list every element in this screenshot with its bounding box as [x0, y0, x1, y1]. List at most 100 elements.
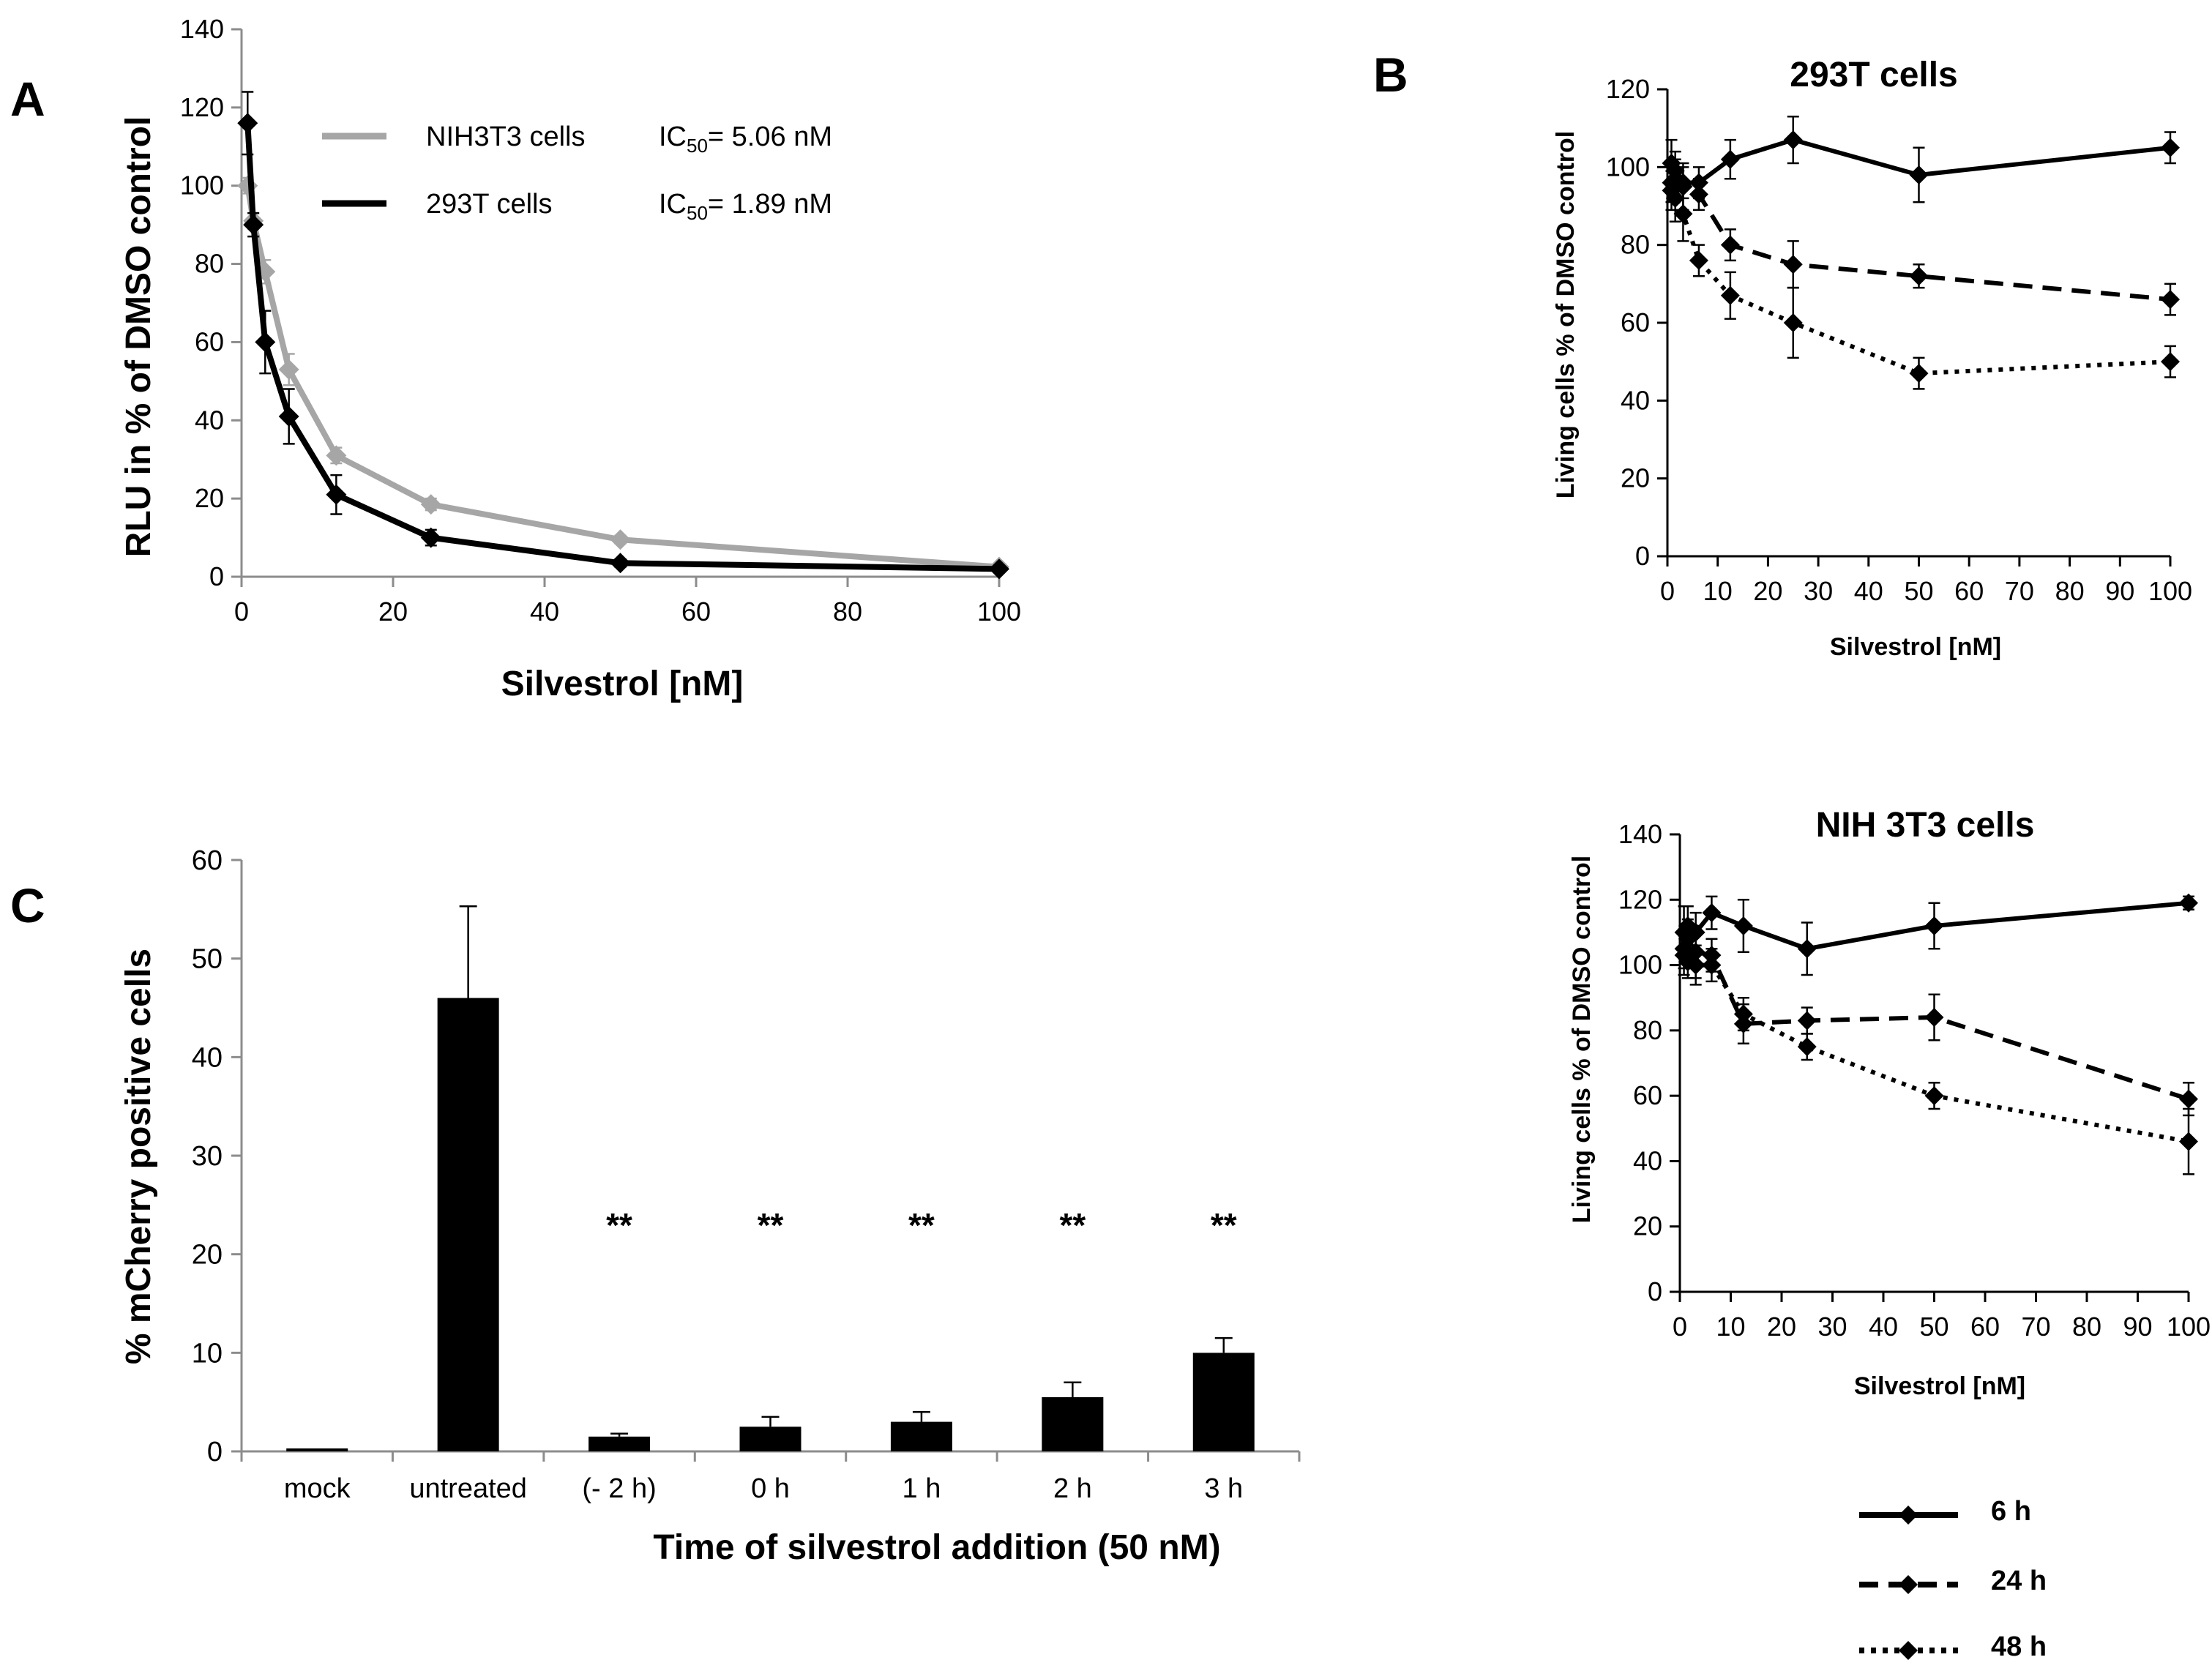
- x-category-label: untreated: [409, 1473, 527, 1504]
- data-point: [326, 445, 347, 466]
- data-point: [1733, 1004, 1753, 1024]
- legend-marker-24h: [1899, 1575, 1918, 1594]
- x-tick-label: 20: [1753, 576, 1782, 606]
- panel-c-y-axis-title: % mCherry positive cells: [119, 949, 158, 1364]
- data-point: [1797, 1011, 1817, 1031]
- data-point: [989, 558, 1009, 580]
- bar-2: [589, 1436, 651, 1451]
- panel-b-293t-y-axis-title: Living cells % of DMSO control: [1552, 131, 1580, 499]
- data-point: [237, 113, 258, 134]
- x-tick-label: 60: [1954, 576, 1984, 606]
- chart-panel-b-293t: 0 20 40 60 80 100 120 0 10 20 30 40 50 60 70 80 90 100 29…: [1552, 56, 2192, 661]
- data-point: [2179, 1132, 2198, 1151]
- x-tick-label: 80: [833, 597, 862, 627]
- data-point: [1702, 903, 1722, 923]
- y-tick-label: 0: [1648, 1276, 1662, 1306]
- x-category-label: (- 2 h): [582, 1473, 656, 1504]
- panel-b-293t-title: 293T cells: [1790, 56, 1958, 94]
- significance-marker: **: [908, 1206, 935, 1244]
- y-tick-label: 20: [1621, 463, 1650, 493]
- data-point: [1909, 165, 1929, 184]
- y-tick-label: 80: [195, 249, 224, 279]
- y-tick-label: 60: [195, 326, 224, 356]
- data-point: [1686, 955, 1705, 975]
- data-point: [610, 553, 631, 574]
- x-tick-label: 60: [681, 597, 711, 627]
- y-tick-label: 0: [1635, 541, 1650, 571]
- y-tick-label: 120: [1618, 884, 1662, 914]
- bar-1: [437, 998, 499, 1451]
- x-tick-label: 100: [977, 597, 1021, 627]
- data-point: [1720, 285, 1740, 305]
- series-line-2: [1681, 954, 2189, 1144]
- x-tick-label: 20: [1767, 1312, 1796, 1342]
- x-tick-label: 40: [530, 597, 559, 627]
- x-tick-label: 70: [2021, 1312, 2050, 1342]
- panel-a-y-axis-title: RLU in % of DMSO control: [119, 116, 158, 558]
- data-point: [420, 494, 441, 515]
- y-tick-label: 140: [180, 14, 224, 44]
- data-point: [1924, 916, 1944, 935]
- data-point: [1909, 266, 1929, 286]
- x-tick-label: 40: [1869, 1312, 1898, 1342]
- x-category-label: 2 h: [1053, 1473, 1092, 1504]
- x-tick-label: 100: [2167, 1312, 2211, 1342]
- panel-a-legend: NIH3T3 cells IC50= 5.06 nM 293T cells IC…: [322, 121, 832, 224]
- panel-b-nih3t3-x-axis-title: Silvestrol [nM]: [1854, 1372, 2025, 1400]
- data-point: [1783, 255, 1803, 274]
- series-line-1: [244, 123, 1000, 572]
- y-tick-label: 50: [192, 944, 223, 975]
- data-point: [1720, 235, 1740, 255]
- legend-label-293t: 293T cells: [426, 189, 553, 220]
- data-point: [1797, 939, 1817, 959]
- bar-5: [1042, 1396, 1104, 1451]
- x-category-label: 0 h: [751, 1473, 790, 1504]
- significance-marker: **: [606, 1206, 632, 1244]
- legend-marker-48h: [1899, 1641, 1918, 1660]
- y-tick-label: 120: [1606, 74, 1650, 104]
- x-tick-label: 80: [2072, 1312, 2101, 1342]
- y-tick-label: 80: [1621, 230, 1650, 260]
- bar-0: [286, 1448, 348, 1451]
- data-point: [1797, 1037, 1817, 1057]
- legend-ic50-293t: IC50= 1.89 nM: [659, 189, 832, 224]
- panel-letter-b: B: [1373, 48, 1408, 102]
- y-tick-label: 100: [180, 171, 224, 201]
- legend-label-6h: 6 h: [1991, 1496, 2031, 1527]
- bar-3: [739, 1426, 802, 1451]
- x-tick-label: 90: [2123, 1312, 2152, 1342]
- x-tick-label: 50: [1919, 1312, 1948, 1342]
- x-tick-label: 20: [378, 597, 408, 627]
- data-point: [278, 359, 299, 380]
- x-tick-label: 0: [1673, 1312, 1687, 1342]
- data-point: [278, 405, 299, 427]
- data-point: [420, 527, 441, 548]
- x-tick-label: 60: [1970, 1312, 2000, 1342]
- y-tick-label: 40: [1621, 385, 1650, 415]
- data-point: [1689, 250, 1708, 270]
- y-tick-label: 10: [192, 1338, 223, 1369]
- panel-b-nih3t3-title: NIH 3T3 cells: [1816, 806, 2035, 845]
- x-tick-label: 10: [1716, 1312, 1745, 1342]
- panel-b-legend: 6 h 24 h 48 h: [1859, 1496, 2047, 1662]
- y-tick-label: 20: [195, 483, 224, 513]
- data-point: [1783, 130, 1803, 150]
- x-tick-label: 0: [234, 597, 249, 627]
- ic50-subscript: 50: [687, 135, 708, 157]
- data-point: [610, 529, 631, 550]
- chart-panel-c: 0 10 20 30 40 50 60 mock untreated (- 2 h) 0 h 1 h 2…: [119, 845, 1301, 1567]
- significance-marker: **: [758, 1206, 784, 1244]
- panel-letter-c: C: [10, 878, 45, 932]
- ic50-label: IC: [659, 189, 687, 220]
- y-tick-label: 60: [1621, 307, 1650, 337]
- legend-marker-6h: [1899, 1506, 1918, 1525]
- x-tick-label: 100: [2148, 576, 2192, 606]
- y-tick-label: 100: [1606, 152, 1650, 182]
- significance-marker: **: [1211, 1206, 1237, 1244]
- panel-b-293t-x-axis-title: Silvestrol [nM]: [1830, 633, 2001, 661]
- panel-c-x-axis-title: Time of silvestrol addition (50 nM): [653, 1528, 1220, 1567]
- legend-label-nih3t3: NIH3T3 cells: [426, 121, 586, 152]
- data-point: [2179, 893, 2198, 913]
- y-tick-label: 40: [192, 1042, 223, 1073]
- y-tick-label: 80: [1633, 1015, 1662, 1045]
